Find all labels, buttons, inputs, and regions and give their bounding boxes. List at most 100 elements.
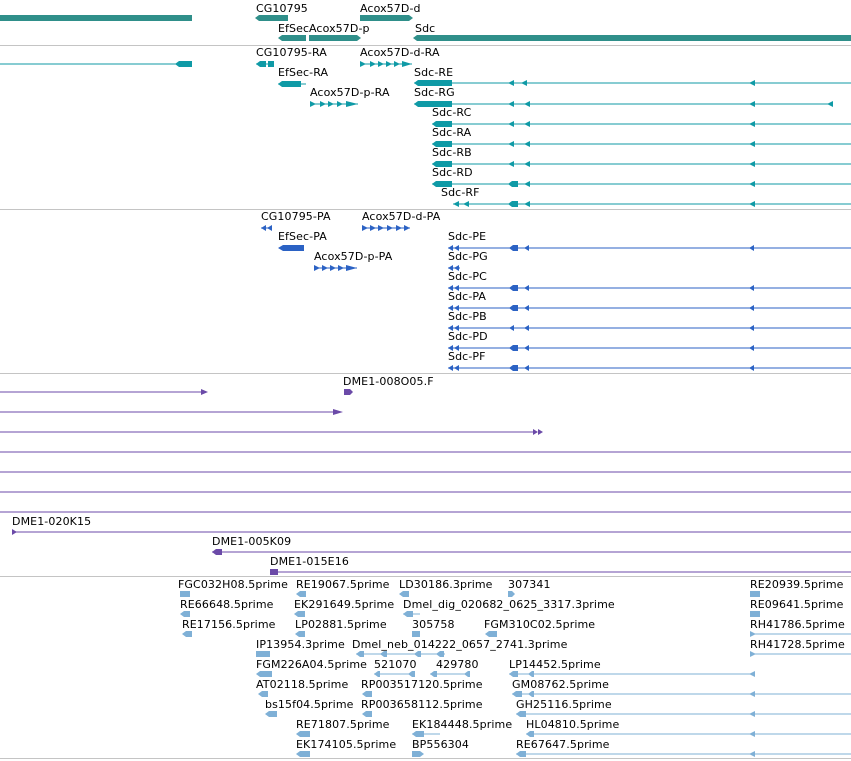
est-glyph-gm08762[interactable] bbox=[512, 691, 851, 697]
gene-glyph-acox57d-p[interactable] bbox=[309, 35, 361, 41]
est-glyph-dmel-dig-020682[interactable] bbox=[403, 611, 420, 617]
est-glyph-fgm310c02[interactable] bbox=[485, 631, 497, 637]
est-glyph-307341[interactable] bbox=[508, 591, 515, 597]
protein-track: CG10795-PA Acox57D-d-PA EfSec-PA Sdc-PE … bbox=[0, 210, 851, 373]
est-glyph-lp02881[interactable] bbox=[295, 631, 305, 637]
transcript-glyph-sdc-rb[interactable] bbox=[432, 161, 851, 167]
protein-label-sdc-pa: Sdc-PA bbox=[448, 290, 487, 303]
clone-glyph-dme1-008o05f[interactable] bbox=[344, 389, 353, 395]
transcript-label-sdc-ra: Sdc-RA bbox=[432, 126, 472, 139]
protein-glyphs bbox=[261, 225, 851, 371]
est-glyph-re17156[interactable] bbox=[182, 631, 192, 637]
transcript-label-sdc-re: Sdc-RE bbox=[414, 66, 454, 79]
gene-glyph-efsec[interactable] bbox=[278, 35, 306, 41]
transcript-glyph-left[interactable] bbox=[0, 61, 192, 67]
est-glyph-re66648[interactable] bbox=[180, 611, 190, 617]
est-label-re09641: RE09641.5prime bbox=[750, 598, 844, 611]
est-glyph-re20939[interactable] bbox=[750, 591, 760, 597]
transcript-glyph-sdc-rd[interactable] bbox=[432, 181, 851, 187]
est-glyph-fgm226a04[interactable] bbox=[256, 671, 272, 677]
transcript-glyph-acox57d-p-ra[interactable] bbox=[310, 101, 358, 107]
protein-glyph-sdc-pf[interactable] bbox=[448, 365, 851, 371]
protein-glyph-sdc-pc[interactable] bbox=[448, 285, 851, 291]
est-label-ld30186: LD30186.3prime bbox=[399, 578, 493, 591]
est-glyph-ek291649[interactable] bbox=[294, 611, 305, 617]
clone-glyph-dme1-020k15[interactable] bbox=[12, 529, 851, 535]
transcript-label-acox57d-d-ra: Acox57D-d-RA bbox=[360, 46, 440, 59]
transcript-glyph-efsec-ra[interactable] bbox=[278, 81, 306, 87]
est-glyph-ip13954[interactable] bbox=[256, 651, 270, 657]
gene-glyph-acox57d-d[interactable] bbox=[360, 15, 413, 21]
est-label-ek291649: EK291649.5prime bbox=[294, 598, 395, 611]
transcript-track: CG10795-RA Acox57D-d-RA EfSec-RA Sdc-RE … bbox=[0, 46, 851, 209]
transcript-label-sdc-rf: Sdc-RF bbox=[441, 186, 480, 199]
est-label-re67647: RE67647.5prime bbox=[516, 738, 610, 751]
gene-glyph-left[interactable] bbox=[0, 15, 192, 21]
gene-glyph-sdc[interactable] bbox=[413, 35, 851, 41]
est-glyph-rp003517120[interactable] bbox=[362, 691, 372, 697]
est-glyphs bbox=[180, 591, 851, 757]
est-glyph-bp556304[interactable] bbox=[412, 751, 424, 757]
est-glyph-ek184448[interactable] bbox=[412, 731, 440, 737]
est-glyph-ek174105[interactable] bbox=[296, 751, 310, 757]
est-label-rp003658112: RP003658112.5prime bbox=[361, 698, 483, 711]
est-glyph-dmel-neb-014222[interactable] bbox=[356, 651, 445, 657]
protein-glyph-sdc-pa[interactable] bbox=[448, 305, 851, 311]
est-label-dmel-dig-020682: Dmel_dig_020682_0625_3317.3prime bbox=[403, 598, 615, 611]
transcript-glyph-sdc-rg[interactable] bbox=[414, 101, 833, 107]
est-glyph-at02118[interactable] bbox=[258, 691, 268, 697]
clone-glyph-row1[interactable] bbox=[0, 389, 208, 395]
gene-glyph-cg10795[interactable] bbox=[255, 15, 288, 21]
protein-label-sdc-pe: Sdc-PE bbox=[448, 230, 487, 243]
est-glyph-re71807[interactable] bbox=[296, 731, 310, 737]
transcript-glyph-sdc-ra[interactable] bbox=[432, 141, 851, 147]
transcript-glyph-sdc-rc[interactable] bbox=[432, 121, 851, 127]
est-glyph-re19067[interactable] bbox=[296, 591, 306, 597]
est-glyph-rh41786[interactable] bbox=[750, 631, 851, 637]
est-glyph-bs15f04[interactable] bbox=[265, 711, 277, 717]
protein-label-sdc-pb: Sdc-PB bbox=[448, 310, 487, 323]
protein-glyph-cg10795-pa[interactable] bbox=[261, 225, 272, 231]
clone-glyph-dme1-005k09[interactable] bbox=[212, 549, 851, 555]
transcript-glyph-sdc-re[interactable] bbox=[414, 80, 851, 86]
protein-glyph-sdc-pb[interactable] bbox=[448, 325, 851, 331]
clone-glyph-row2[interactable] bbox=[0, 409, 343, 415]
clone-glyph-row3[interactable] bbox=[0, 429, 543, 435]
transcript-glyph-sdc-rf[interactable] bbox=[453, 201, 851, 207]
est-label-lp14452: LP14452.5prime bbox=[509, 658, 601, 671]
est-glyph-rp003658112[interactable] bbox=[362, 711, 372, 717]
est-glyph-521070[interactable] bbox=[374, 671, 415, 677]
est-glyph-re09641[interactable] bbox=[750, 611, 760, 617]
gene-label-acox57d-d: Acox57D-d bbox=[360, 2, 421, 15]
gene-label-efsec: EfSec bbox=[278, 22, 310, 35]
protein-label-sdc-pc: Sdc-PC bbox=[448, 270, 487, 283]
est-label-ek184448: EK184448.5prime bbox=[412, 718, 513, 731]
transcript-glyph-cg10795-ra[interactable] bbox=[256, 61, 274, 67]
est-label-521070: 521070 bbox=[374, 658, 417, 671]
transcript-glyph-acox57d-d-ra[interactable] bbox=[360, 61, 412, 67]
protein-glyph-sdc-pd[interactable] bbox=[448, 345, 851, 351]
gene-track: CG10795 Acox57D-d EfSec Acox57D-p Sdc bbox=[0, 0, 851, 45]
est-track: FGC032H08.5prime RE19067.5prime LD30186.… bbox=[0, 577, 851, 758]
est-glyph-lp14452[interactable] bbox=[509, 671, 755, 677]
clone-glyph-dme1-015e16[interactable] bbox=[270, 569, 851, 575]
track-separator-clones bbox=[0, 576, 851, 577]
protein-glyph-sdc-pg[interactable] bbox=[448, 265, 460, 271]
protein-glyph-acox57d-p-pa[interactable] bbox=[314, 265, 357, 271]
est-label-rh41728: RH41728.5prime bbox=[750, 638, 845, 651]
transcript-label-sdc-rd: Sdc-RD bbox=[432, 166, 473, 179]
est-glyph-re67647[interactable] bbox=[516, 751, 851, 757]
est-glyph-fgc032h08[interactable] bbox=[180, 591, 190, 597]
protein-glyph-efsec-pa[interactable] bbox=[278, 245, 304, 251]
est-glyph-ld30186[interactable] bbox=[399, 591, 409, 597]
est-label-at02118: AT02118.5prime bbox=[256, 678, 349, 691]
est-glyph-429780[interactable] bbox=[430, 671, 470, 677]
protein-glyph-sdc-pe[interactable] bbox=[448, 245, 851, 251]
protein-glyph-acox57d-d-pa[interactable] bbox=[362, 225, 410, 231]
track-separator-bottom bbox=[0, 758, 851, 759]
est-glyph-gh25116[interactable] bbox=[516, 711, 851, 717]
est-glyph-305758[interactable] bbox=[412, 631, 420, 637]
est-glyph-rh41728[interactable] bbox=[750, 651, 851, 657]
est-label-rh41786: RH41786.5prime bbox=[750, 618, 845, 631]
est-glyph-hl04810[interactable] bbox=[526, 731, 851, 737]
